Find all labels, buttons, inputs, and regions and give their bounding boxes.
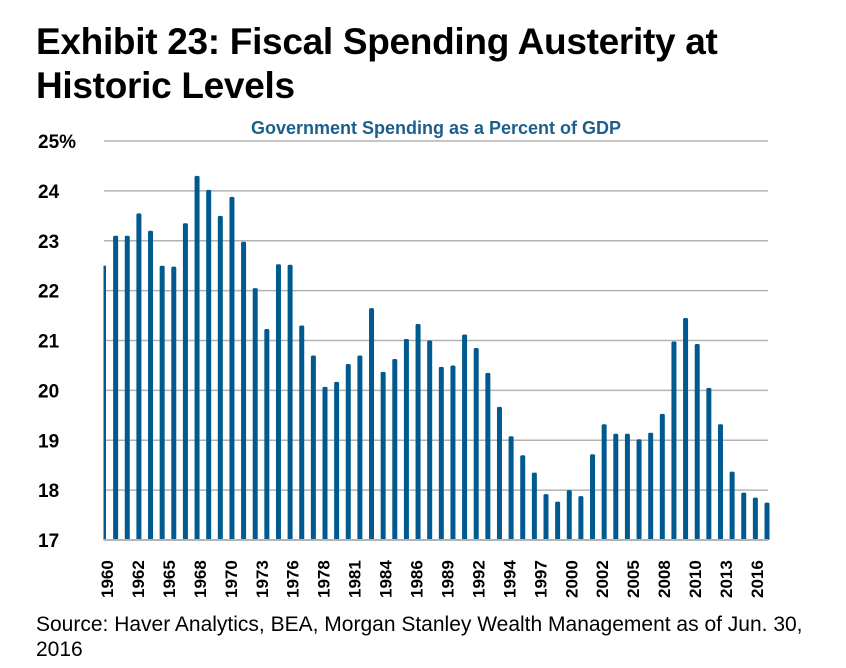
- bar: [496, 406, 502, 540]
- bar: [752, 497, 758, 540]
- x-tick-label: 1960: [98, 560, 117, 598]
- x-tick-label: 2013: [717, 560, 736, 598]
- bar: [275, 264, 281, 540]
- x-tick-label: 2008: [655, 560, 674, 598]
- x-axis-ticks: 1960 1962 1965 1968 1970 1973 1976 1978 1981 1984…: [98, 560, 767, 598]
- bars: [103, 175, 770, 541]
- gridlines: [104, 140, 768, 491]
- bar: [299, 325, 305, 540]
- bar: [659, 413, 665, 540]
- exhibit-title: Exhibit 23: Fiscal Spending Austerity at…: [36, 21, 718, 106]
- x-tick-label: 1992: [469, 560, 488, 598]
- bar: [741, 492, 747, 540]
- bar: [694, 343, 700, 540]
- bar: [264, 329, 270, 540]
- bar: [671, 341, 677, 540]
- x-tick-label: 1965: [160, 560, 179, 598]
- x-tick-label: 2000: [562, 560, 581, 598]
- bar: [159, 265, 165, 540]
- bar: [508, 436, 514, 540]
- chart-title: Government Spending as a Percent of GDP: [251, 118, 621, 138]
- x-tick-label: 1968: [191, 560, 210, 598]
- x-tick-label: 2016: [748, 560, 767, 598]
- bar: [427, 340, 433, 540]
- bar: [357, 355, 363, 540]
- bar: [103, 265, 106, 540]
- y-tick-label: 22: [38, 282, 59, 303]
- x-tick-label: 1984: [377, 560, 396, 598]
- bar: [531, 472, 537, 540]
- source-note: Source: Haver Analytics, BEA, Morgan Sta…: [36, 613, 803, 661]
- bar: [706, 387, 712, 540]
- bar: [334, 381, 340, 540]
- x-tick-label: 1981: [346, 560, 365, 598]
- bar: [415, 324, 421, 540]
- bar: [310, 355, 316, 540]
- bar: [136, 213, 142, 540]
- bar: [392, 358, 398, 540]
- bar: [636, 439, 642, 540]
- y-tick-label: 19: [38, 431, 59, 452]
- bar: [462, 334, 468, 540]
- bar: [683, 318, 689, 540]
- bar: [217, 215, 223, 540]
- y-tick-label: 18: [38, 481, 59, 502]
- x-tick-label: 1986: [408, 560, 427, 598]
- bar: [345, 363, 351, 540]
- bar: [566, 490, 572, 540]
- x-tick-label: 2005: [624, 560, 643, 598]
- bar: [171, 266, 177, 540]
- bar: [148, 230, 154, 540]
- x-tick-label: 2010: [686, 560, 705, 598]
- bar: [252, 288, 258, 540]
- bar: [648, 432, 654, 540]
- y-axis-ticks: 17 18 19 20 21 22 23 24 25%: [38, 132, 76, 552]
- x-tick-label: 1970: [222, 560, 241, 598]
- y-tick-label: 24: [38, 182, 60, 203]
- y-tick-label: 21: [38, 332, 60, 353]
- bar: [322, 386, 328, 540]
- x-tick-label: 1976: [284, 560, 303, 598]
- bar: [601, 424, 607, 540]
- bar: [543, 494, 549, 540]
- bar: [287, 264, 293, 540]
- bar: [613, 433, 619, 540]
- bar: [124, 235, 130, 540]
- x-tick-label: 1978: [315, 560, 334, 598]
- bar: [380, 371, 386, 540]
- x-tick-label: 1973: [253, 560, 272, 598]
- bar: [520, 455, 526, 540]
- x-tick-label: 1962: [129, 560, 148, 598]
- bar: [624, 433, 630, 540]
- x-tick-label: 1997: [531, 560, 550, 598]
- bar: [473, 347, 479, 540]
- x-tick-label: 1989: [438, 560, 457, 598]
- bar: [229, 196, 235, 541]
- y-tick-label: 23: [38, 232, 59, 253]
- y-tick-label: 25%: [38, 132, 76, 153]
- bar: [450, 365, 456, 540]
- bar: [438, 366, 444, 540]
- bar: [206, 189, 212, 540]
- x-tick-label: 2002: [593, 560, 612, 598]
- bar: [485, 372, 491, 540]
- x-tick-label: 1994: [500, 560, 519, 598]
- bar: [113, 235, 119, 540]
- bar: [194, 175, 200, 540]
- bar: [764, 502, 770, 540]
- bar: [590, 454, 596, 540]
- bar: [369, 308, 375, 540]
- bar: [555, 501, 561, 540]
- bar: [241, 241, 247, 540]
- bar: [403, 339, 409, 540]
- bar: [717, 424, 723, 540]
- bar: [182, 223, 188, 540]
- bar: [729, 471, 735, 540]
- bar: [578, 496, 584, 540]
- y-tick-label: 20: [38, 381, 59, 402]
- y-tick-label: 17: [38, 531, 59, 552]
